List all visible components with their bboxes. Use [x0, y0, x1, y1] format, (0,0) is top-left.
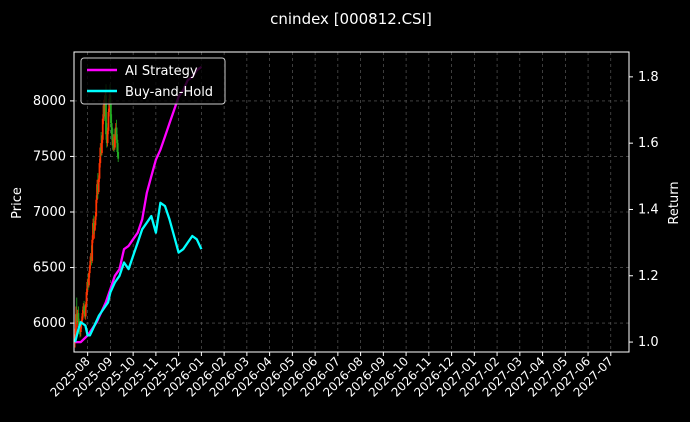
candle-body [114, 136, 116, 148]
plot-frame [73, 51, 630, 353]
candle-body [88, 265, 91, 274]
candle-body [108, 98, 111, 112]
candle-body [106, 130, 109, 144]
candle-body [105, 95, 107, 135]
candle-body [98, 163, 101, 179]
chart-title: cnindex [000812.CSI] [270, 10, 432, 28]
series-line-buy-and-hold [73, 201, 203, 343]
left-tick-label: 7500 [33, 149, 66, 164]
candle-body [79, 324, 82, 332]
candle-body [88, 273, 90, 286]
candle-body [107, 112, 110, 131]
candle-body [92, 223, 94, 240]
candle-body [91, 239, 94, 261]
legend: AI Strategy Buy-and-Hold [80, 57, 226, 105]
candle-body [84, 304, 87, 317]
candle-body [101, 139, 103, 154]
left-tick-label: 6000 [33, 316, 66, 331]
right-axis: 1.0 1.2 1.4 1.6 1.8 [629, 70, 659, 350]
candle-body [83, 306, 85, 311]
candle-body [95, 199, 98, 217]
left-tick-label: 6500 [33, 261, 66, 276]
right-tick-label: 1.6 [638, 136, 659, 151]
right-tick-label: 1.8 [638, 70, 659, 85]
candle-body [101, 118, 104, 140]
candle-body [109, 103, 112, 124]
right-tick-label: 1.4 [638, 202, 659, 217]
legend-buy-and-hold-label: Buy-and-Hold [125, 85, 213, 100]
candle-body [99, 147, 102, 164]
left-axis: 6000 6500 7000 7500 8000 [33, 94, 74, 331]
left-tick-label: 8000 [33, 94, 66, 109]
candle-body [85, 292, 88, 305]
candle-body [75, 314, 77, 335]
candle-body [110, 123, 113, 135]
right-axis-label: Return [667, 181, 682, 224]
candle-body [81, 313, 84, 320]
candle-body [115, 127, 118, 140]
left-tick-label: 7000 [33, 205, 66, 220]
legend-ai-strategy-label: AI Strategy [125, 64, 198, 79]
candle-body [77, 313, 80, 321]
candle-body [94, 216, 97, 226]
candle-body [86, 282, 89, 292]
candle-body [116, 139, 119, 152]
candle-body [97, 178, 100, 192]
candlesticks [74, 84, 120, 348]
candle-body [117, 152, 120, 159]
left-axis-label: Price [10, 187, 25, 219]
right-tick-label: 1.0 [638, 335, 659, 350]
candle-body [93, 225, 96, 231]
right-tick-label: 1.2 [638, 269, 659, 284]
